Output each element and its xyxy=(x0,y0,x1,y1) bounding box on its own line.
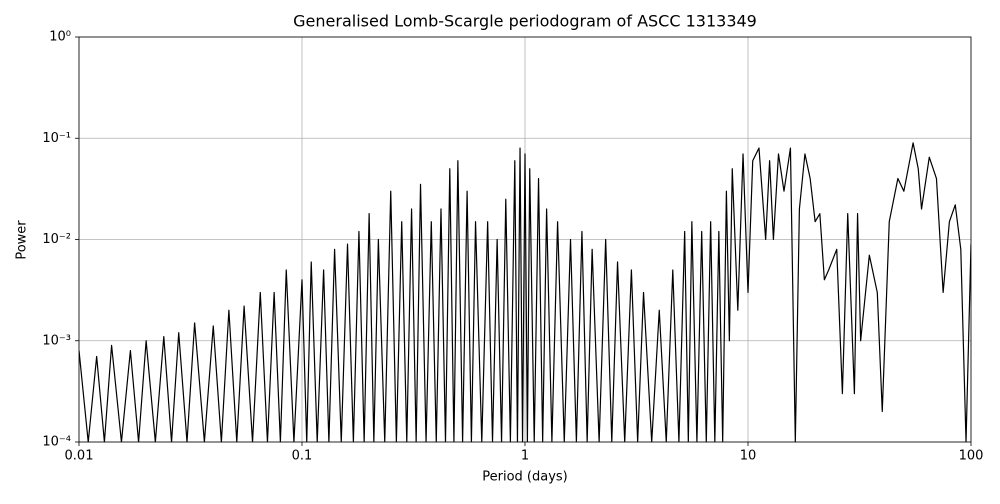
periodogram-line xyxy=(79,142,971,442)
y-axis-label: Power xyxy=(15,220,30,260)
chart-title: Generalised Lomb-Scargle periodogram of … xyxy=(293,12,757,31)
x-tick-label: 10 xyxy=(740,449,757,464)
y-tick-label: 10⁰ xyxy=(49,30,71,45)
y-tick-label: 10⁻¹ xyxy=(42,131,71,146)
x-tick-label: 1 xyxy=(521,449,529,464)
x-tick-label: 0.1 xyxy=(292,449,313,464)
x-axis-label: Period (days) xyxy=(482,470,568,485)
x-tick-label: 100 xyxy=(959,449,984,464)
x-tick-label: 0.01 xyxy=(65,449,94,464)
plot-area xyxy=(79,142,971,442)
y-tick-label: 10⁻² xyxy=(42,232,71,247)
y-tick-label: 10⁻³ xyxy=(42,333,71,348)
y-tick-label: 10⁻⁴ xyxy=(42,435,71,450)
